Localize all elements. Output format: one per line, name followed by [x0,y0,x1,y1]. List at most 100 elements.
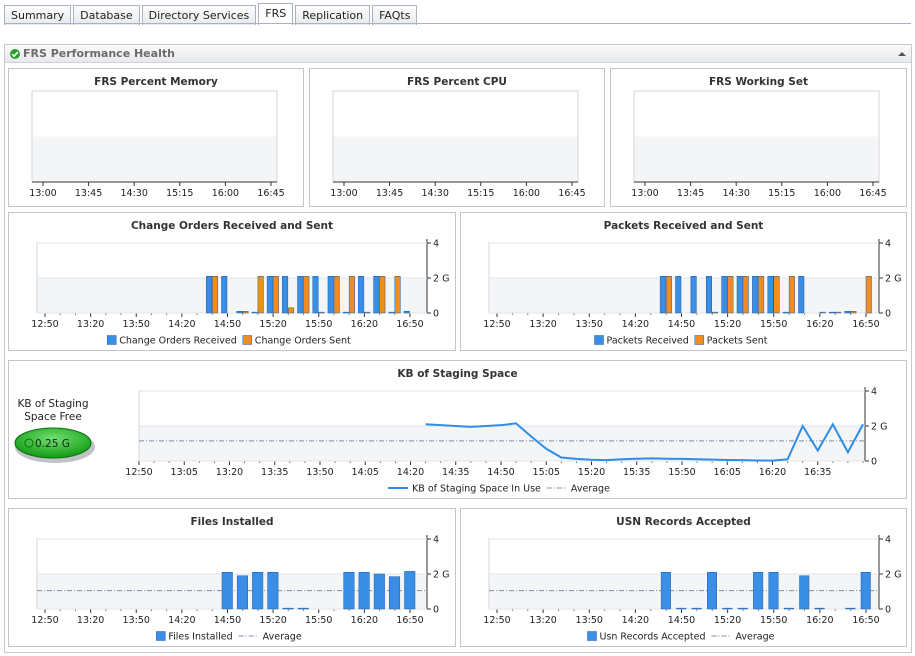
chart-panel: FRS Percent CPU 13:00 13:45 14:30 15:15 16:00… [309,68,605,207]
plot-band [489,278,879,313]
bar [266,276,273,314]
bar [221,276,228,314]
x-tick-label: 16:00 [513,188,540,199]
plot-band [489,574,879,609]
x-tick-label: 13:20 [77,319,104,330]
chart-panel: Packets Received and Sent 12:50 13:20 13:50… [460,212,907,351]
x-tick-label: 16:20 [351,319,378,330]
chart-title: KB of Staging Space [397,368,517,380]
legend-label: KB of Staging Space In Use [412,484,541,495]
legend-label: Average [735,632,774,643]
tab[interactable]: Summary [4,5,72,25]
y-tick-label: 2 G [871,422,887,433]
tab[interactable]: FRS [258,3,294,25]
x-tick-label: 15:20 [714,615,741,626]
legend-swatch [106,335,117,345]
x-tick-label: 13:05 [171,467,198,478]
bar [206,276,213,314]
chart-panel: Change Orders Received and Sent 12:50 13:2… [8,212,456,351]
x-tick-label: 14:35 [442,467,469,478]
tab[interactable]: FAQts [372,5,418,25]
x-tick-label: 16:00 [212,188,239,199]
y-tick-label: 4 [885,239,891,250]
y-tick-label: 4 [433,535,439,546]
bar [712,311,718,314]
bar [236,311,243,314]
bar [251,311,258,314]
x-tick-label: 14:20 [168,615,195,626]
legend-label: Packets Received [607,336,689,347]
x-tick-label: 16:45 [558,188,585,199]
chart: FRS Percent Memory 13:00 13:45 14:30 15:15 16… [29,76,284,199]
bar [845,607,856,610]
x-tick-label: 15:35 [623,467,650,478]
bar [819,311,826,314]
bar [721,276,728,314]
x-tick-label: 16:20 [351,615,378,626]
legend: Change Orders Received Change Orders Sent [106,335,351,347]
x-tick-label: 12:50 [31,319,58,330]
bar [865,276,872,314]
x-tick-label: 14:50 [214,319,241,330]
collapse-icon[interactable] [897,50,907,58]
x-tick-label: 16:20 [806,615,833,626]
bar [252,572,264,610]
bar [403,311,410,314]
bar [665,276,672,314]
bar [736,276,743,314]
x-tick-label: 16:50 [396,319,423,330]
tab[interactable]: Replication [295,5,371,25]
plot-band [634,136,879,182]
bar [752,276,759,314]
x-tick-label: 13:20 [529,319,556,330]
tab[interactable]: Directory Services [141,5,257,25]
x-tick-label: 14:50 [487,467,514,478]
tab-strip: Summary Database Directory Services FRS Repl… [4,3,418,25]
y-tick-label: 2 G [433,570,449,581]
x-tick-label: 15:15 [166,188,193,199]
legend-swatch [694,335,705,345]
legend-label: Packets Sent [707,336,768,347]
bar [257,276,264,314]
bar [659,276,666,314]
bar [388,311,395,314]
x-tick-label: 16:05 [714,467,741,478]
legend-label: Average [263,632,302,643]
x-tick-label: 13:00 [631,188,658,199]
bar [394,276,401,314]
x-tick-label: 15:50 [760,615,787,626]
bar [303,276,310,314]
x-tick-label: 16:45 [257,188,284,199]
bar [835,311,841,314]
gauge-label: KB of Staging Space Free [17,398,89,423]
y-tick-label: 4 [885,535,891,546]
panel-header[interactable]: FRS Performance Health [5,45,911,63]
x-tick-label: 14:30 [422,188,449,199]
chart: Files Installed 12:50 13:20 13:50 14:20 14:50… [31,516,449,643]
x-tick-label: 15:20 [578,467,605,478]
bar [675,276,682,314]
y-tick-label: 2 G [433,274,449,285]
tab-divider [4,23,911,24]
chart: KB of Staging Space 12:50 13:05 13:20 13:35 1… [125,368,887,495]
x-tick-label: 14:20 [397,467,424,478]
x-tick-label: 16:35 [804,467,831,478]
y-tick-label: 0 [885,605,891,616]
legend-label: Change Orders Sent [255,336,351,347]
bar [799,575,810,610]
x-tick-label: 15:50 [305,615,332,626]
bar [318,311,325,314]
chart-title: FRS Working Set [709,76,808,88]
bar [707,572,717,610]
x-tick-label: 14:20 [622,319,649,330]
x-tick-label: 13:45 [677,188,704,199]
tab[interactable]: Database [73,5,140,25]
bar [753,572,764,610]
x-tick-label: 15:05 [533,467,560,478]
x-tick-label: 16:20 [806,319,833,330]
x-tick-label: 15:15 [768,188,795,199]
gauge-indicator [14,427,92,459]
bar [660,572,671,610]
bar [758,276,765,314]
